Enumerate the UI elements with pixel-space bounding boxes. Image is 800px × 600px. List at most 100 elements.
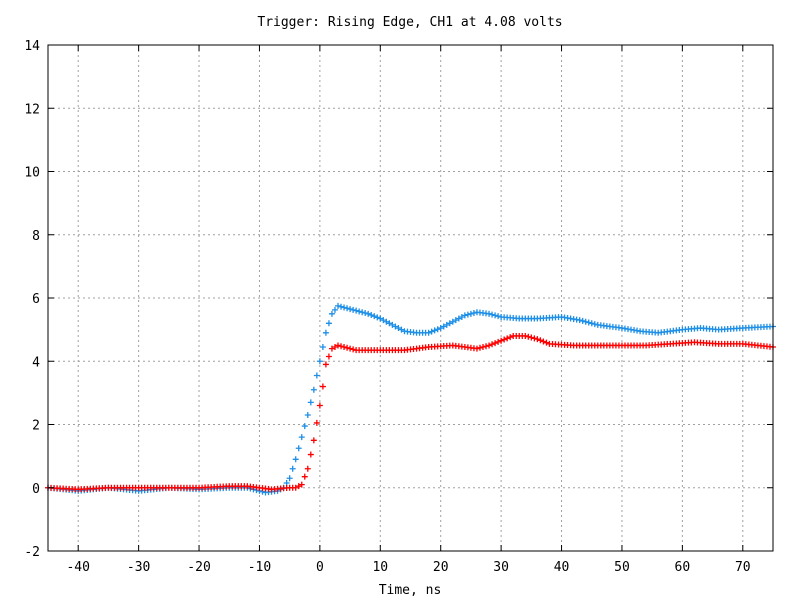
- data-point: [347, 345, 354, 352]
- data-point: [310, 437, 317, 444]
- data-point: [365, 310, 372, 317]
- data-point: [492, 312, 499, 319]
- y-tick-label: -2: [24, 545, 40, 560]
- data-point: [338, 303, 345, 310]
- data-point: [458, 313, 465, 320]
- data-point: [585, 319, 592, 326]
- y-tick-label: 6: [32, 292, 40, 307]
- series-2: [45, 332, 776, 493]
- data-point: [331, 306, 338, 313]
- data-point: [522, 332, 529, 339]
- data-point: [359, 309, 366, 316]
- data-point: [383, 318, 390, 325]
- data-point: [347, 306, 354, 313]
- data-point: [319, 383, 326, 390]
- data-point: [576, 317, 583, 324]
- data-point: [313, 372, 320, 379]
- data-point: [295, 483, 302, 490]
- data-point: [307, 451, 314, 458]
- data-point: [498, 337, 505, 344]
- series-layer: [45, 302, 776, 496]
- data-point: [461, 312, 468, 319]
- y-tick-label: 14: [24, 39, 40, 54]
- data-point: [386, 320, 393, 327]
- data-point: [289, 465, 296, 472]
- data-point: [325, 353, 332, 360]
- data-point: [292, 456, 299, 463]
- data-point: [377, 315, 384, 322]
- data-point: [425, 329, 432, 336]
- data-point: [341, 344, 348, 351]
- data-point: [295, 445, 302, 452]
- data-point: [328, 310, 335, 317]
- data-point: [301, 473, 308, 480]
- y-tick-label: 0: [32, 482, 40, 497]
- data-point: [537, 337, 544, 344]
- data-point: [434, 326, 441, 333]
- data-point: [298, 481, 305, 488]
- data-point: [483, 343, 490, 350]
- y-tick-label: 2: [32, 419, 40, 434]
- series-1: [45, 302, 776, 496]
- data-point: [489, 311, 496, 318]
- data-point: [304, 465, 311, 472]
- data-point: [344, 344, 351, 351]
- data-point: [292, 484, 299, 491]
- data-point: [322, 329, 329, 336]
- data-point: [443, 321, 450, 328]
- data-point: [440, 323, 447, 330]
- data-point: [283, 480, 290, 487]
- data-point: [467, 310, 474, 317]
- ticks: [48, 44, 773, 552]
- data-point: [316, 402, 323, 409]
- data-point: [588, 320, 595, 327]
- data-point: [449, 318, 456, 325]
- y-tick-label: 8: [32, 229, 40, 244]
- x-tick-label: 40: [554, 560, 570, 575]
- data-point: [374, 314, 381, 321]
- data-point: [492, 340, 499, 347]
- data-point: [501, 336, 508, 343]
- data-point: [350, 306, 357, 313]
- data-point: [362, 310, 369, 317]
- data-point: [525, 333, 532, 340]
- data-point: [353, 307, 360, 314]
- data-point: [540, 338, 547, 345]
- chart-title: Trigger: Rising Edge, CH1 at 4.08 volts: [257, 15, 562, 30]
- data-point: [298, 434, 305, 441]
- data-point: [543, 339, 550, 346]
- data-point: [470, 310, 477, 317]
- data-point: [316, 358, 323, 365]
- data-point: [534, 336, 541, 343]
- data-point: [392, 323, 399, 330]
- data-point: [344, 305, 351, 312]
- data-point: [480, 344, 486, 351]
- data-point: [486, 310, 493, 317]
- x-tick-label: -30: [127, 560, 150, 575]
- x-tick-label: 10: [372, 560, 388, 575]
- x-tick-label: 0: [316, 560, 324, 575]
- data-point: [582, 318, 589, 325]
- data-point: [495, 313, 502, 320]
- data-point: [331, 344, 338, 351]
- data-point: [286, 475, 293, 482]
- data-point: [486, 342, 493, 349]
- data-point: [389, 321, 396, 328]
- x-tick-label: -20: [187, 560, 210, 575]
- data-point: [304, 412, 311, 419]
- data-point: [431, 327, 438, 334]
- data-point: [319, 344, 326, 351]
- y-tick-label: 12: [24, 102, 40, 117]
- data-point: [341, 304, 348, 311]
- x-tick-label: 60: [675, 560, 691, 575]
- x-tick-label: 30: [493, 560, 509, 575]
- data-point: [504, 335, 511, 342]
- data-point: [476, 344, 483, 351]
- data-point: [368, 311, 375, 318]
- x-tick-label: 70: [735, 560, 751, 575]
- x-axis-label: Time, ns: [379, 583, 442, 598]
- data-point: [446, 320, 453, 327]
- data-point: [313, 419, 320, 426]
